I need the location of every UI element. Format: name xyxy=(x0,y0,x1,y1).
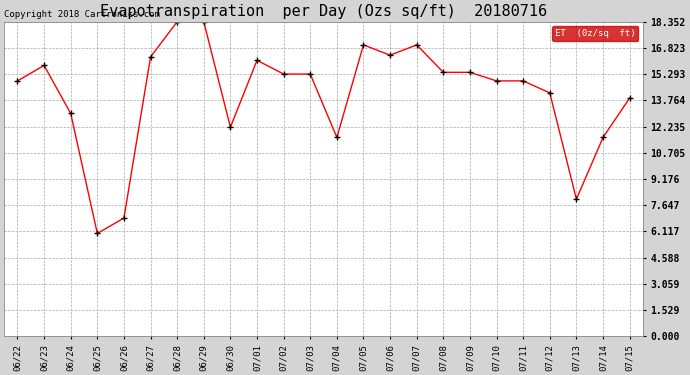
Legend: ET  (0z/sq  ft): ET (0z/sq ft) xyxy=(553,26,638,40)
Text: Copyright 2018 Cartronics.com: Copyright 2018 Cartronics.com xyxy=(4,10,160,19)
Title: Evapotranspiration  per Day (Ozs sq/ft)  20180716: Evapotranspiration per Day (Ozs sq/ft) 2… xyxy=(100,4,547,19)
